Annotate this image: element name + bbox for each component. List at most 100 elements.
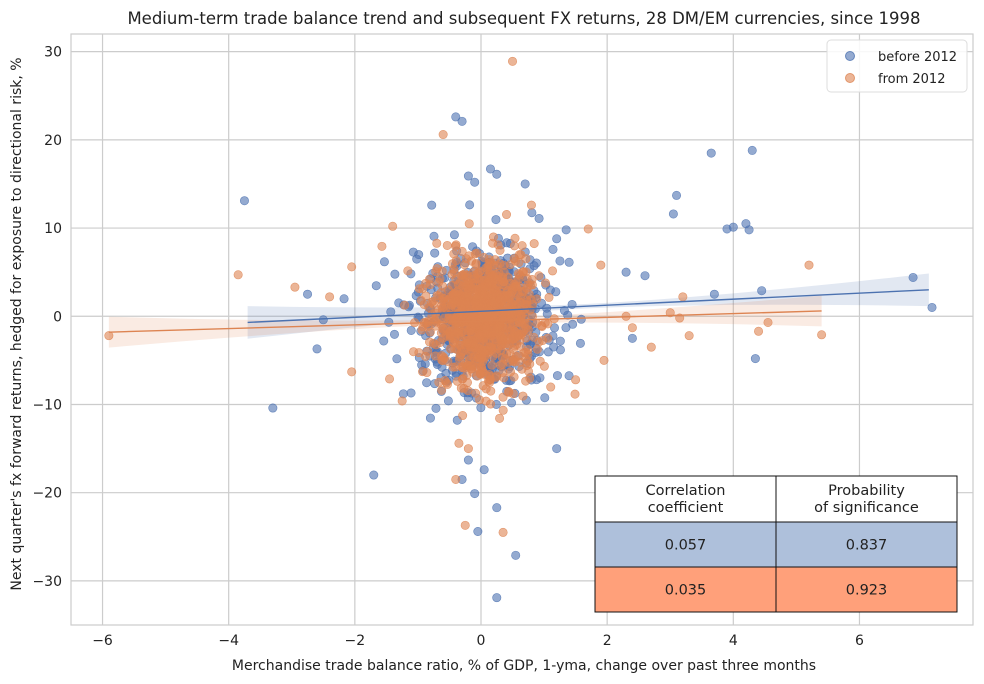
- point-from-2012: [571, 375, 581, 385]
- point-from-2012: [529, 239, 539, 249]
- point-from-2012: [484, 278, 494, 288]
- point-from-2012: [465, 326, 475, 336]
- point-from-2012: [540, 278, 550, 288]
- point-from-2012: [599, 355, 609, 365]
- point-before-2012: [451, 112, 461, 122]
- point-from-2012: [457, 306, 467, 316]
- point-from-2012: [596, 260, 606, 270]
- point-from-2012: [489, 336, 499, 346]
- point-from-2012: [400, 300, 410, 310]
- point-before-2012: [389, 329, 399, 339]
- regression-line-from-2012: [108, 310, 822, 333]
- point-from-2012: [452, 344, 462, 354]
- regression-line-before-2012: [247, 289, 929, 324]
- table-cell-value: 0.923: [846, 583, 888, 599]
- point-from-2012: [385, 374, 395, 384]
- point-before-2012: [561, 225, 571, 235]
- table-cell: [594, 521, 777, 568]
- point-from-2012: [523, 345, 533, 355]
- point-from-2012: [453, 327, 463, 337]
- chart-title: Medium-term trade balance trend and subs…: [127, 9, 920, 28]
- point-before-2012: [239, 196, 249, 206]
- point-from-2012: [440, 375, 450, 385]
- point-from-2012: [518, 391, 528, 401]
- point-from-2012: [438, 130, 448, 140]
- table-header-cell: [775, 475, 958, 523]
- x-tick-label: 4: [729, 633, 738, 649]
- legend-marker: [845, 51, 855, 61]
- table-header-text: Correlation: [646, 483, 726, 499]
- point-from-2012: [388, 221, 398, 231]
- point-from-2012: [437, 385, 447, 395]
- point-from-2012: [548, 266, 558, 276]
- table-header-text: of significance: [814, 500, 919, 516]
- point-from-2012: [471, 388, 481, 398]
- point-before-2012: [535, 373, 545, 383]
- point-from-2012: [468, 318, 478, 328]
- point-from-2012: [498, 392, 508, 402]
- point-from-2012: [570, 389, 580, 399]
- legend: before 2012 from 2012: [826, 39, 968, 93]
- point-from-2012: [523, 356, 533, 366]
- point-from-2012: [290, 282, 300, 292]
- point-from-2012: [454, 438, 464, 448]
- point-from-2012: [471, 258, 481, 268]
- point-from-2012: [495, 294, 505, 304]
- scatter-points: [104, 56, 937, 603]
- point-from-2012: [464, 219, 474, 229]
- point-before-2012: [744, 225, 754, 235]
- point-before-2012: [555, 256, 565, 266]
- point-from-2012: [804, 260, 814, 270]
- point-from-2012: [347, 262, 357, 272]
- point-from-2012: [487, 360, 497, 370]
- point-before-2012: [552, 371, 562, 381]
- point-from-2012: [514, 258, 524, 268]
- point-from-2012: [423, 346, 433, 356]
- point-from-2012: [425, 337, 435, 347]
- point-before-2012: [520, 179, 530, 189]
- point-from-2012: [449, 249, 459, 259]
- point-from-2012: [421, 278, 431, 288]
- point-from-2012: [492, 323, 502, 333]
- point-from-2012: [451, 240, 461, 250]
- point-from-2012: [498, 405, 508, 415]
- point-from-2012: [434, 277, 444, 287]
- table-cell: [775, 566, 958, 613]
- point-before-2012: [548, 244, 558, 254]
- x-tick-label: −6: [92, 633, 113, 649]
- point-from-2012: [509, 241, 519, 251]
- point-before-2012: [449, 230, 459, 240]
- point-before-2012: [425, 413, 435, 423]
- point-before-2012: [485, 164, 495, 174]
- point-from-2012: [474, 275, 484, 285]
- point-before-2012: [379, 257, 389, 267]
- point-from-2012: [535, 356, 545, 366]
- x-tick-label: −2: [345, 633, 366, 649]
- point-before-2012: [390, 269, 400, 279]
- point-before-2012: [706, 148, 716, 158]
- point-from-2012: [817, 330, 827, 340]
- point-from-2012: [447, 280, 457, 290]
- point-from-2012: [522, 274, 532, 284]
- point-before-2012: [908, 272, 918, 282]
- point-from-2012: [515, 282, 525, 292]
- point-from-2012: [377, 241, 387, 251]
- point-from-2012: [499, 306, 509, 316]
- point-before-2012: [492, 503, 502, 513]
- point-from-2012: [509, 354, 519, 364]
- point-from-2012: [763, 317, 773, 327]
- point-from-2012: [482, 308, 492, 318]
- table-cell: [594, 566, 777, 613]
- point-from-2012: [482, 328, 492, 338]
- point-before-2012: [927, 302, 937, 312]
- point-before-2012: [457, 116, 467, 126]
- point-from-2012: [502, 341, 512, 351]
- point-before-2012: [564, 371, 574, 381]
- point-before-2012: [561, 323, 571, 333]
- point-from-2012: [457, 246, 467, 256]
- table-cell: [775, 521, 958, 568]
- point-before-2012: [371, 281, 381, 291]
- point-from-2012: [510, 296, 520, 306]
- point-from-2012: [512, 340, 522, 350]
- point-from-2012: [438, 333, 448, 343]
